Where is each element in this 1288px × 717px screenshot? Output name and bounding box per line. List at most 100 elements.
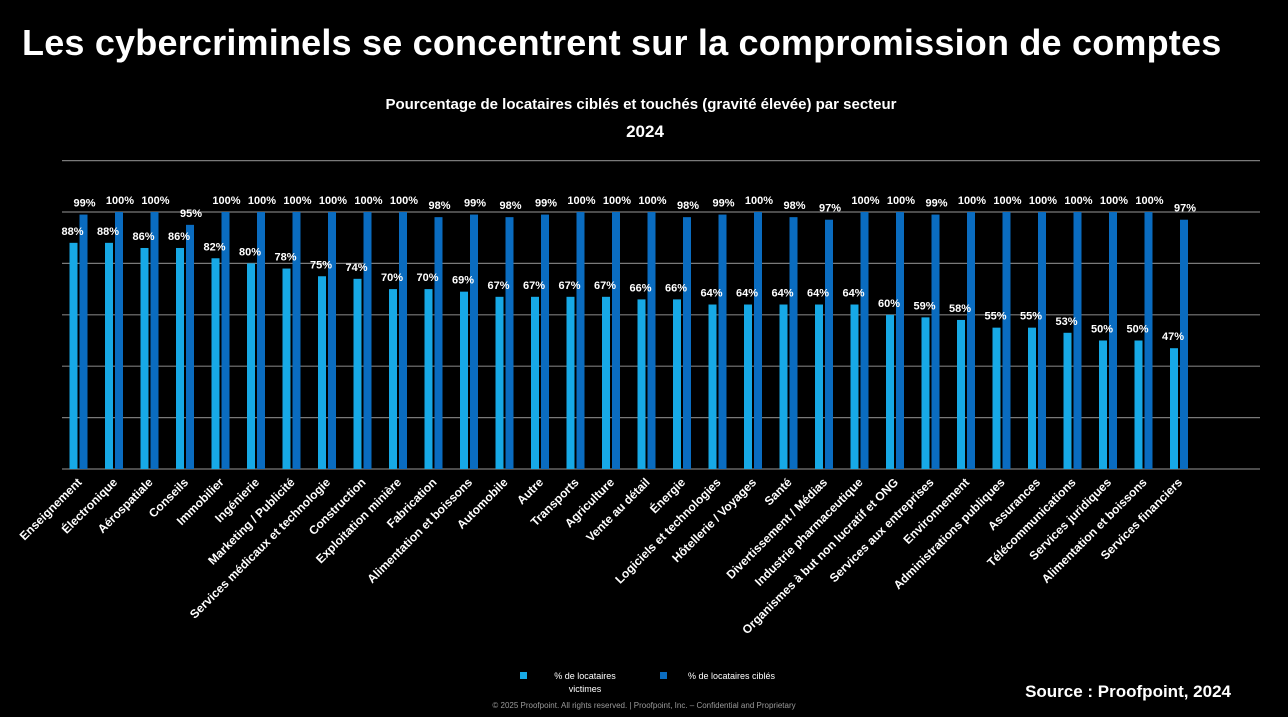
bar-targeted [1073,212,1082,469]
data-label-targeted: 97% [1174,203,1196,215]
data-label-targeted: 100% [851,195,879,207]
bar-victims [673,299,681,469]
data-label-targeted: 99% [73,198,95,210]
data-label-targeted: 100% [567,195,595,207]
data-label-targeted: 100% [212,195,240,207]
data-label-victims: 70% [416,272,438,284]
data-label-targeted: 99% [925,198,947,210]
bar-victims [105,242,113,469]
bar-targeted [186,224,194,469]
data-label-victims: 67% [523,280,545,292]
data-label-targeted: 100% [603,195,631,207]
data-label-targeted: 100% [390,195,418,207]
data-label-victims: 74% [345,262,367,274]
bar-targeted [612,212,620,469]
bar-targeted [505,217,514,469]
data-label-targeted: 98% [428,200,450,212]
bar-victims [318,276,326,469]
bar-targeted [257,212,265,469]
legend-label-victims-line2: victimes [568,684,602,694]
bar-targeted [1109,212,1117,469]
bar-victims [531,296,539,469]
bar-targeted [860,212,869,469]
bar-victims [353,278,362,469]
bar-targeted [754,212,762,469]
bar-targeted [292,212,301,469]
data-label-targeted: 100% [106,195,134,207]
data-label-victims: 55% [984,311,1006,323]
bar-targeted [931,214,940,469]
data-label-victims: 58% [949,303,971,315]
bar-targeted [718,214,727,469]
data-label-victims: 66% [629,282,651,294]
data-label-victims: 67% [487,280,509,292]
data-label-victims: 64% [842,288,864,300]
category-label: Autre [514,475,546,507]
category-label: Vente au détail [583,475,652,544]
source-note: Source : Proofpoint, 2024 [1025,682,1231,701]
data-label-victims: 59% [913,300,935,312]
data-label-targeted: 95% [180,208,202,220]
bar-victims [1099,340,1107,469]
bar-targeted [115,212,123,469]
bar-victims [886,314,894,469]
data-label-targeted: 100% [319,195,347,207]
bar-victims [495,296,504,469]
data-label-victims: 75% [310,259,332,271]
bar-targeted [399,212,407,469]
data-label-victims: 53% [1055,316,1077,328]
bar-victims [1063,332,1072,469]
legend-swatch-targeted [660,672,667,679]
bar-targeted [1002,212,1011,469]
data-label-victims: 88% [61,226,83,238]
bar-targeted [789,217,798,469]
data-label-victims: 70% [381,272,403,284]
bar-victims [708,304,717,469]
bar-victims [1170,348,1178,469]
bar-targeted [683,217,691,469]
bar-victims [1134,340,1143,469]
data-label-targeted: 99% [535,198,557,210]
bar-victims [779,304,788,469]
category-label: Enseignement [17,475,85,543]
data-label-targeted: 100% [283,195,311,207]
bar-targeted [221,212,230,469]
bar-targeted [363,212,372,469]
data-label-victims: 64% [700,288,722,300]
bar-targeted [896,212,904,469]
legend-label-victims-line1: % de locataires [554,671,616,681]
data-label-victims: 67% [594,280,616,292]
bar-victims [69,242,78,469]
data-label-victims: 64% [736,288,758,300]
bar-targeted [79,214,88,469]
data-label-victims: 80% [239,246,261,258]
data-label-targeted: 100% [745,195,773,207]
data-label-victims: 47% [1162,331,1184,343]
data-label-victims: 50% [1126,324,1148,336]
data-label-victims: 50% [1091,324,1113,336]
data-label-victims: 60% [878,298,900,310]
bar-victims [637,299,646,469]
data-label-victims: 67% [558,280,580,292]
bar-victims [211,258,220,469]
bar-targeted [434,217,443,469]
legend-swatch-victims [520,672,527,679]
bar-victims [815,304,823,469]
bar-targeted [328,212,336,469]
data-label-targeted: 100% [638,195,666,207]
data-label-victims: 64% [771,288,793,300]
data-label-targeted: 100% [1135,195,1163,207]
bar-victims [424,289,433,469]
bar-targeted [541,214,549,469]
slide-headline: Les cybercriminels se concentrent sur la… [22,22,1222,63]
category-label: Santé [762,475,795,508]
bar-victims [921,317,930,469]
data-label-victims: 82% [203,241,225,253]
bar-victims [992,327,1001,469]
bar-targeted [1144,212,1153,469]
data-label-victims: 69% [452,275,474,287]
bar-victims [460,291,468,469]
bar-targeted [647,212,656,469]
bar-victims [602,296,610,469]
legend-label-victims: % de locataires victimes [540,670,630,696]
